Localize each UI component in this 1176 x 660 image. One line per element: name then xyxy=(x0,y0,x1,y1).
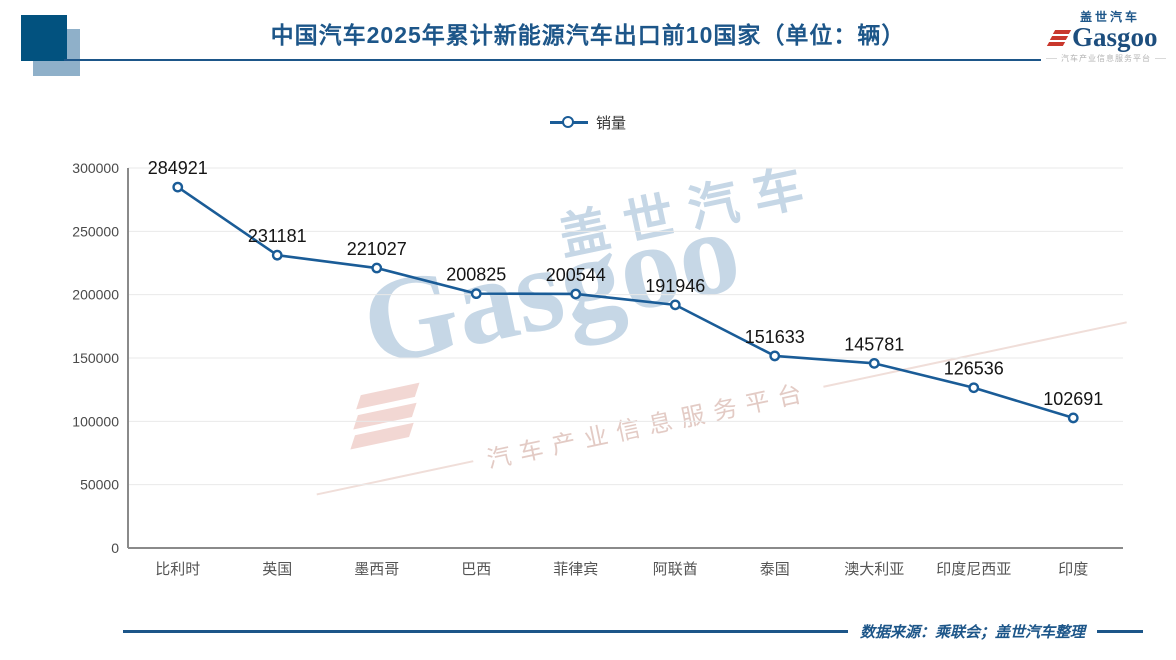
footer: 数据来源：乘联会；盖世汽车整理 xyxy=(123,621,1143,642)
series-line xyxy=(177,186,1074,420)
x-tick-label: 印度尼西亚 xyxy=(936,561,1011,578)
logo-wordmark: Gasgoo xyxy=(1072,22,1158,52)
legend-dot xyxy=(561,116,574,128)
page-title: 中国汽车2025年累计新能源汽车出口前10国家（单位：辆） xyxy=(270,22,906,48)
data-point-marker xyxy=(271,249,283,261)
logo-chinese-name: 盖世汽车 xyxy=(1080,10,1141,24)
data-point-marker xyxy=(371,262,383,274)
y-tick-label: 0 xyxy=(111,540,119,556)
data-label: 145781 xyxy=(844,334,904,354)
footer-rule-short xyxy=(1097,630,1143,633)
logo-tagline: 汽车产业信息服务平台 xyxy=(1046,53,1166,64)
y-tick-label: 300000 xyxy=(72,160,119,176)
data-point-marker xyxy=(1067,412,1079,424)
data-point-marker xyxy=(470,288,482,300)
y-tick-label: 200000 xyxy=(72,287,119,303)
logo-wordmark-row: Gasgoo xyxy=(1046,24,1166,51)
data-point-marker xyxy=(769,350,781,362)
data-source-text: 数据来源：乘联会；盖世汽车整理 xyxy=(859,624,1085,641)
data-label: 191946 xyxy=(645,276,705,296)
x-tick-label: 印度 xyxy=(1058,561,1088,578)
y-tick-label: 50000 xyxy=(80,477,119,493)
data-point-marker xyxy=(172,181,184,193)
x-tick-label: 菲律宾 xyxy=(553,561,598,578)
x-tick-label: 泰国 xyxy=(760,561,790,578)
y-tick-label: 100000 xyxy=(72,413,119,429)
x-tick-label: 墨西哥 xyxy=(354,561,399,578)
legend-line-marker-icon xyxy=(549,116,588,129)
logo-stripes-icon xyxy=(1046,30,1072,46)
data-label: 221027 xyxy=(347,239,407,259)
data-point-marker xyxy=(570,288,582,300)
data-point-marker xyxy=(968,382,980,394)
data-label: 151633 xyxy=(745,327,805,347)
line-chart: 0 50000 100000 150000 200000 250000 300000 2849… xyxy=(72,158,1123,578)
data-label: 200825 xyxy=(446,265,506,285)
data-point-marker xyxy=(868,357,880,369)
y-tick-label: 150000 xyxy=(72,350,119,366)
data-label: 200544 xyxy=(546,265,606,285)
x-tick-label: 巴西 xyxy=(461,561,491,578)
data-label: 102691 xyxy=(1043,389,1103,409)
data-point-marker xyxy=(669,299,681,311)
x-tick-label: 比利时 xyxy=(155,561,200,578)
x-tick-label: 澳大利亚 xyxy=(844,561,904,578)
data-label: 126536 xyxy=(944,359,1004,379)
data-label: 231181 xyxy=(248,226,307,246)
y-tick-label: 250000 xyxy=(72,223,119,239)
x-tick-label: 英国 xyxy=(262,560,292,578)
footer-rule-long xyxy=(123,630,848,633)
deco-square-dark xyxy=(21,15,67,61)
chart-legend: 销量 xyxy=(0,112,1176,133)
x-tick-label: 阿联酋 xyxy=(653,560,698,578)
data-label: 284921 xyxy=(148,158,208,178)
gasgoo-logo: 盖世汽车 Gasgoo 汽车产业信息服务平台 xyxy=(1046,8,1166,64)
chart-area: 盖世汽车 Gasgoo 汽车产业信息服务平台 0 50000 100000 15000… xyxy=(0,140,1176,605)
legend-label: 销量 xyxy=(595,115,626,132)
title-underline xyxy=(64,59,1041,61)
